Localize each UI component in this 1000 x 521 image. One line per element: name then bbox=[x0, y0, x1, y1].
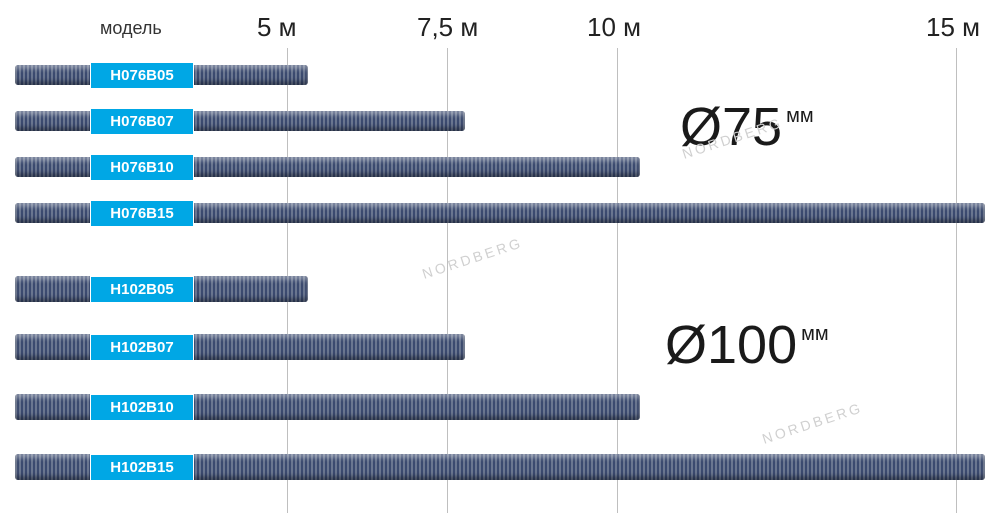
watermark: NORDBERG bbox=[760, 399, 865, 447]
model-badge: H076B07 bbox=[90, 108, 194, 135]
model-badge: H102B10 bbox=[90, 394, 194, 421]
gridline bbox=[956, 48, 957, 513]
diameter-unit: мм bbox=[786, 106, 814, 126]
model-badge: H102B15 bbox=[90, 454, 194, 481]
diameter-value: Ø75 bbox=[680, 100, 782, 154]
model-badge: H076B05 bbox=[90, 62, 194, 89]
scale-label: 5 м bbox=[257, 12, 297, 43]
hose-bar bbox=[15, 334, 465, 360]
gridline bbox=[617, 48, 618, 513]
model-badge: H102B07 bbox=[90, 334, 194, 361]
diameter-label: Ø75мм bbox=[680, 100, 814, 154]
model-badge: H076B15 bbox=[90, 200, 194, 227]
diameter-label: Ø100мм bbox=[665, 318, 829, 372]
scale-label: 10 м bbox=[587, 12, 641, 43]
diameter-value: Ø100 bbox=[665, 318, 797, 372]
watermark: NORDBERG bbox=[420, 234, 525, 282]
model-badge: H076B10 bbox=[90, 154, 194, 181]
scale-label: 7,5 м bbox=[417, 12, 478, 43]
model-badge: H102B05 bbox=[90, 276, 194, 303]
model-header: модель bbox=[100, 18, 162, 39]
hose-bar bbox=[15, 111, 465, 131]
scale-label: 15 м bbox=[926, 12, 980, 43]
diameter-unit: мм bbox=[801, 324, 829, 344]
